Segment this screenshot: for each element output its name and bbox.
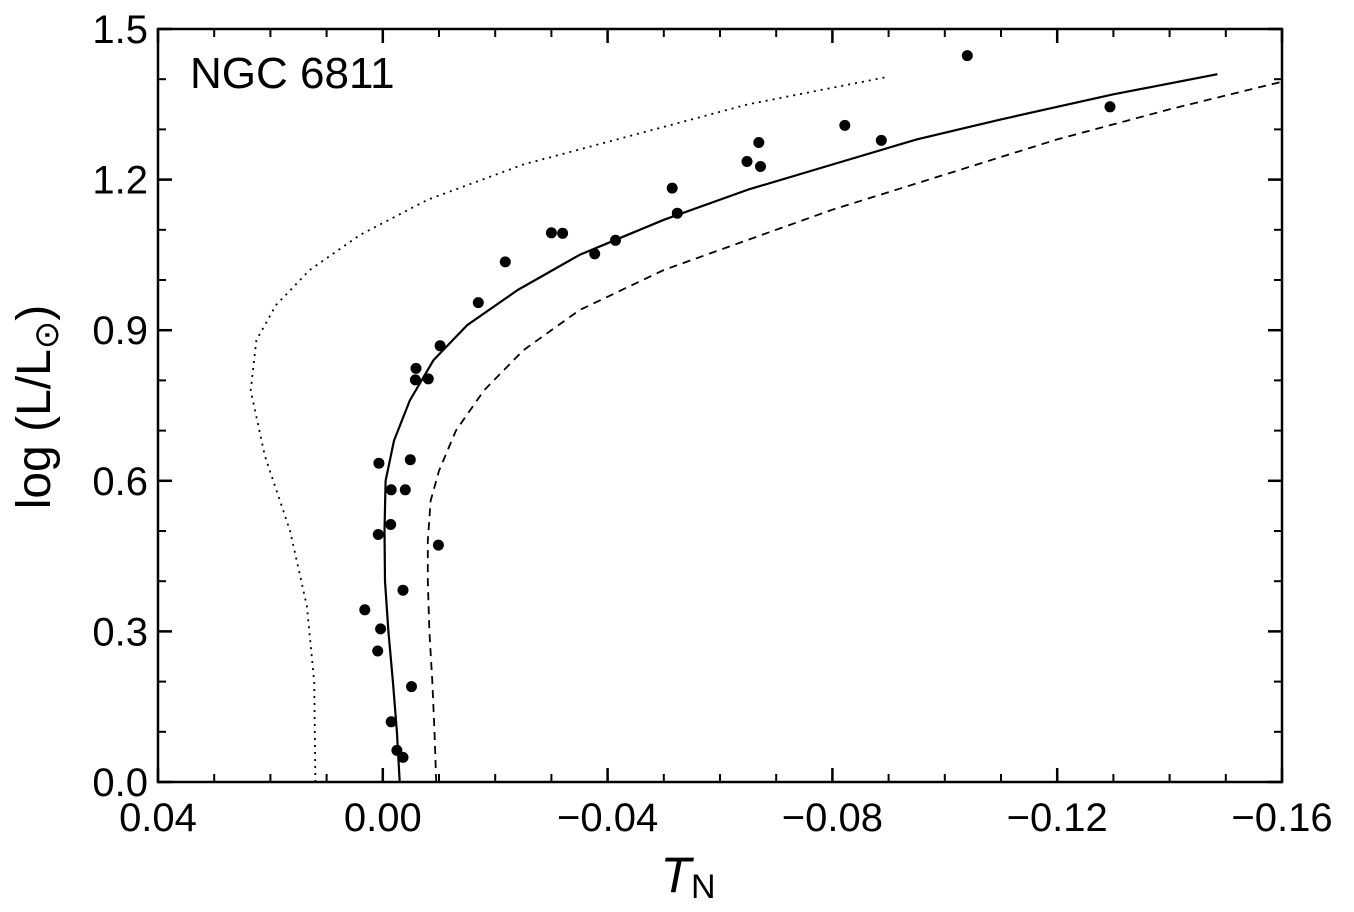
y-tick-label: 0.3 [92, 610, 148, 654]
x-axis-title: TN [660, 847, 715, 906]
star-point [589, 248, 601, 260]
dotted-model-line [249, 75, 889, 783]
y-axis-title-prefix: log (L/L [8, 349, 61, 509]
star-point [499, 256, 511, 268]
x-tick-labels: 0.04 0.00 −0.04 −0.08 −0.12 −0.16 [119, 796, 1333, 840]
star-point [406, 681, 417, 693]
sun-symbol: ⊙ [28, 321, 66, 350]
minor-ticks [157, 28, 1283, 783]
star-point [434, 340, 446, 352]
star-point [372, 529, 384, 540]
star-point [961, 50, 973, 62]
star-point [375, 623, 387, 635]
star-point [404, 454, 416, 466]
star-point [399, 484, 411, 496]
x-tick-label: −0.12 [1007, 796, 1108, 840]
star-point [385, 716, 397, 728]
star-point [397, 584, 409, 596]
model-curves [249, 73, 1283, 783]
star-point [755, 161, 766, 172]
x-tick-label: 0.00 [344, 796, 422, 840]
star-point [1104, 101, 1116, 113]
panel-label: NGC 6811 [190, 49, 395, 98]
star-point [409, 374, 421, 386]
star-point [545, 227, 557, 239]
star-point [610, 234, 621, 246]
x-tick-label: 0.04 [119, 796, 197, 840]
star-point [410, 362, 422, 374]
x-axis-title-sub: N [691, 868, 716, 906]
star-point [385, 519, 397, 530]
star-point [741, 156, 753, 167]
star-point [839, 119, 851, 131]
y-axis-title-suffix: ) [8, 305, 61, 321]
star-point [753, 137, 765, 148]
x-tick-label: −0.16 [1231, 796, 1332, 840]
y-tick-labels: 0.0 0.3 0.6 0.9 1.2 1.5 [92, 8, 148, 805]
star-point [557, 227, 569, 239]
plot-frame [156, 27, 1284, 784]
star-point [666, 182, 678, 194]
star-point [671, 207, 683, 219]
dashed-model-line [426, 80, 1283, 783]
star-point [472, 297, 484, 309]
y-tick-label: 1.5 [92, 8, 148, 52]
star-point [385, 484, 397, 496]
star-point [373, 457, 385, 469]
y-tick-label: 0.9 [92, 309, 148, 353]
y-axis-title: log (L/L⊙) [8, 305, 66, 510]
major-ticks [156, 27, 1284, 784]
x-tick-label: −0.08 [782, 796, 883, 840]
data-points [359, 50, 1116, 763]
solid-model-line [383, 73, 1218, 783]
x-tick-label: −0.04 [557, 796, 658, 840]
x-axis-title-main: T [660, 847, 694, 903]
star-point [422, 373, 434, 385]
y-tick-label: 0.6 [92, 460, 148, 504]
y-tick-label: 1.2 [92, 159, 148, 203]
star-point [432, 539, 444, 551]
star-point [397, 751, 409, 763]
star-point [359, 604, 371, 616]
star-point [372, 645, 384, 657]
y-tick-label: 0.0 [92, 761, 148, 805]
star-point [875, 134, 887, 146]
